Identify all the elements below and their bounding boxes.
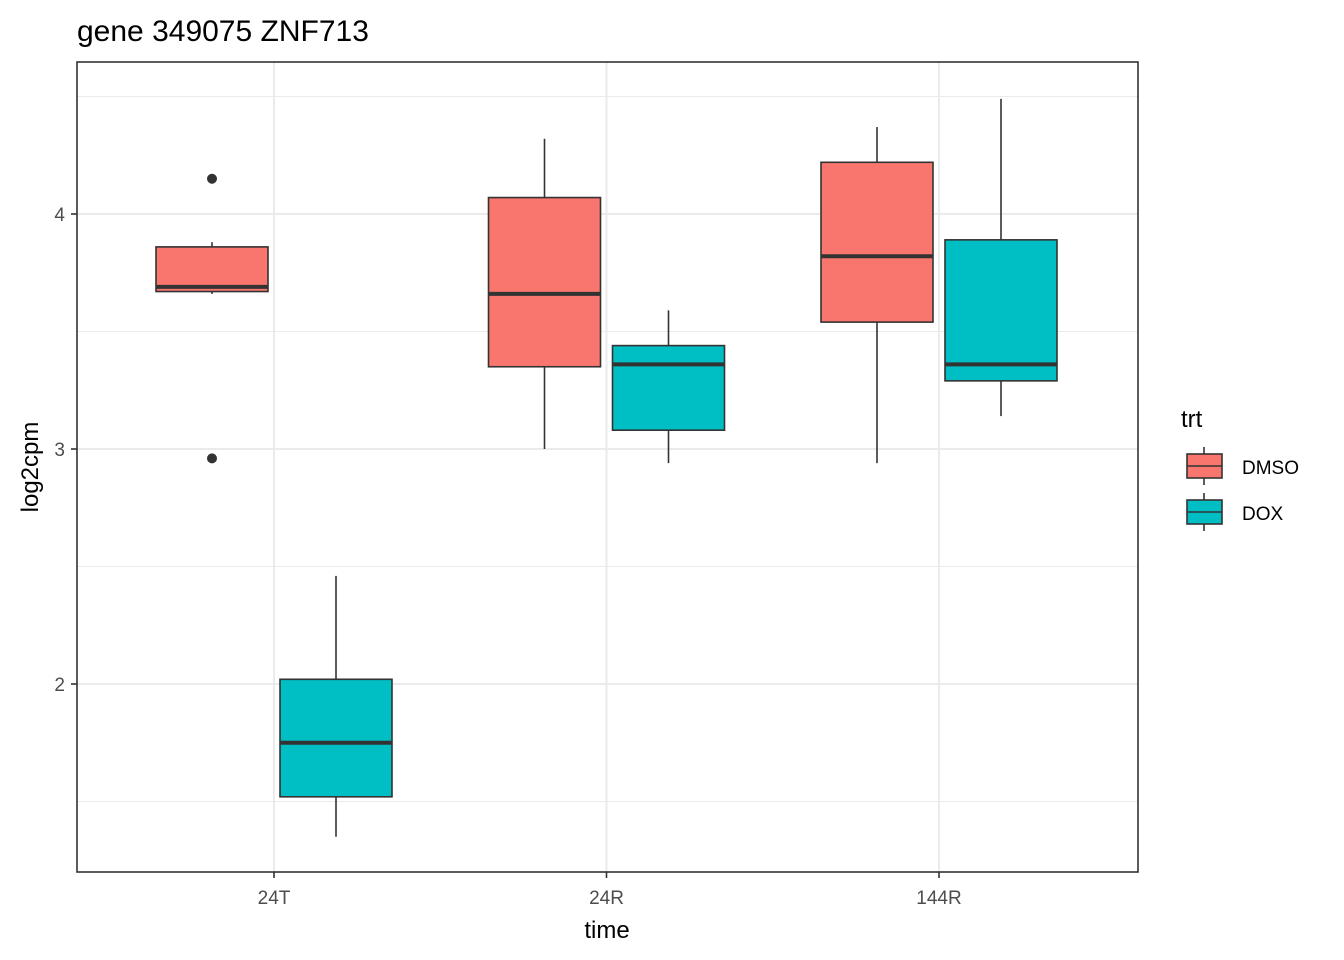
legend-item-dmso: DMSO (1186, 447, 1299, 485)
x-tick-label: 24R (589, 888, 624, 909)
chart-title: gene 349075 ZNF713 (77, 15, 369, 48)
legend-label: DMSO (1242, 458, 1299, 479)
box-dmso-24t (155, 173, 269, 464)
legend-item-dox: DOX (1186, 493, 1284, 531)
box-body (944, 239, 1058, 382)
y-axis-title: log2cpm (17, 422, 44, 513)
legend-title: trt (1181, 406, 1203, 433)
box-dmso-144r (820, 127, 934, 464)
box-dox-144r (944, 98, 1058, 417)
outlier-point (207, 453, 217, 464)
legend: trt DMSO DOX (1181, 406, 1299, 531)
legend-label: DOX (1242, 504, 1284, 525)
outlier-point (207, 173, 217, 184)
axes: 2 3 4 24T 24R 144R (54, 205, 961, 909)
grid-lines (77, 62, 1138, 872)
y-tick-label: 4 (54, 205, 65, 226)
box-body (487, 196, 602, 368)
box-dox-24t (279, 575, 393, 837)
y-tick-label: 2 (54, 675, 65, 696)
box-body (820, 161, 934, 323)
box-marks (155, 98, 1058, 837)
box-body (279, 678, 393, 798)
y-tick-label: 3 (54, 440, 65, 461)
box-body (611, 344, 726, 432)
x-tick-label: 24T (258, 888, 291, 909)
plot-panel-border (76, 61, 1139, 873)
x-tick-label: 144R (916, 888, 961, 909)
box-body (155, 246, 269, 293)
box-dox-24r (611, 310, 726, 464)
box-dmso-24r (487, 138, 602, 449)
x-axis-title: time (584, 917, 629, 944)
